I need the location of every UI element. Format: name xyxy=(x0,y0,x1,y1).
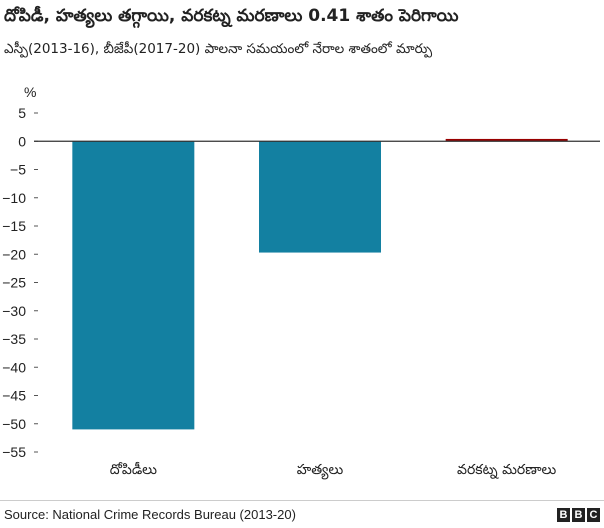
bar-chart: % 5 0 −5 −10 −15 −20 −25 −30 −35 −40 −45 −50 −55 దోప… xyxy=(2,84,600,480)
bars-group xyxy=(72,138,568,430)
chart-subtitle: ఎస్పీ(2013-16), బీజేపీ(2017-20) పాలనా సమ… xyxy=(4,41,433,57)
bar xyxy=(259,141,381,253)
y-axis: 5 0 −5 −10 −15 −20 −25 −30 −35 −40 −45 −50 −55 xyxy=(2,105,38,460)
bar xyxy=(445,138,568,142)
x-category-label: దోపిడీలు xyxy=(110,461,157,478)
y-tick-label: −10 xyxy=(2,190,26,206)
y-tick-label: −15 xyxy=(2,218,26,234)
bbc-logo-letter: C xyxy=(587,508,600,522)
bbc-logo: B B C xyxy=(557,508,600,522)
y-tick-label: −45 xyxy=(2,388,26,404)
bbc-logo-letter: B xyxy=(572,508,585,522)
y-tick-label: −20 xyxy=(2,246,26,262)
bar xyxy=(72,141,195,430)
y-tick-label: −35 xyxy=(2,331,26,347)
y-tick-label: 0 xyxy=(18,133,26,149)
y-axis-unit-label: % xyxy=(24,84,36,100)
bbc-logo-letter: B xyxy=(557,508,570,522)
x-category-label: వరకట్న మరణాలు xyxy=(457,462,556,479)
footer-divider xyxy=(0,500,604,501)
y-tick-label: 5 xyxy=(18,105,26,121)
y-tick-label: −40 xyxy=(2,359,26,375)
y-tick-label: −30 xyxy=(2,303,26,319)
y-tick-label: −55 xyxy=(2,444,26,460)
x-category-label: హత్యలు xyxy=(297,462,344,480)
y-tick-label: −50 xyxy=(2,416,26,432)
y-tick-label: −5 xyxy=(10,162,26,178)
chart-title: దోపిడీ, హత్యలు తగ్గాయి, వరకట్న మరణాలు 0.… xyxy=(4,6,459,26)
y-tick-label: −25 xyxy=(2,275,26,291)
source-note: Source: National Crime Records Bureau (2… xyxy=(4,507,296,522)
x-axis-categories: దోపిడీలు హత్యలు వరకట్న మరణాలు xyxy=(110,461,557,480)
